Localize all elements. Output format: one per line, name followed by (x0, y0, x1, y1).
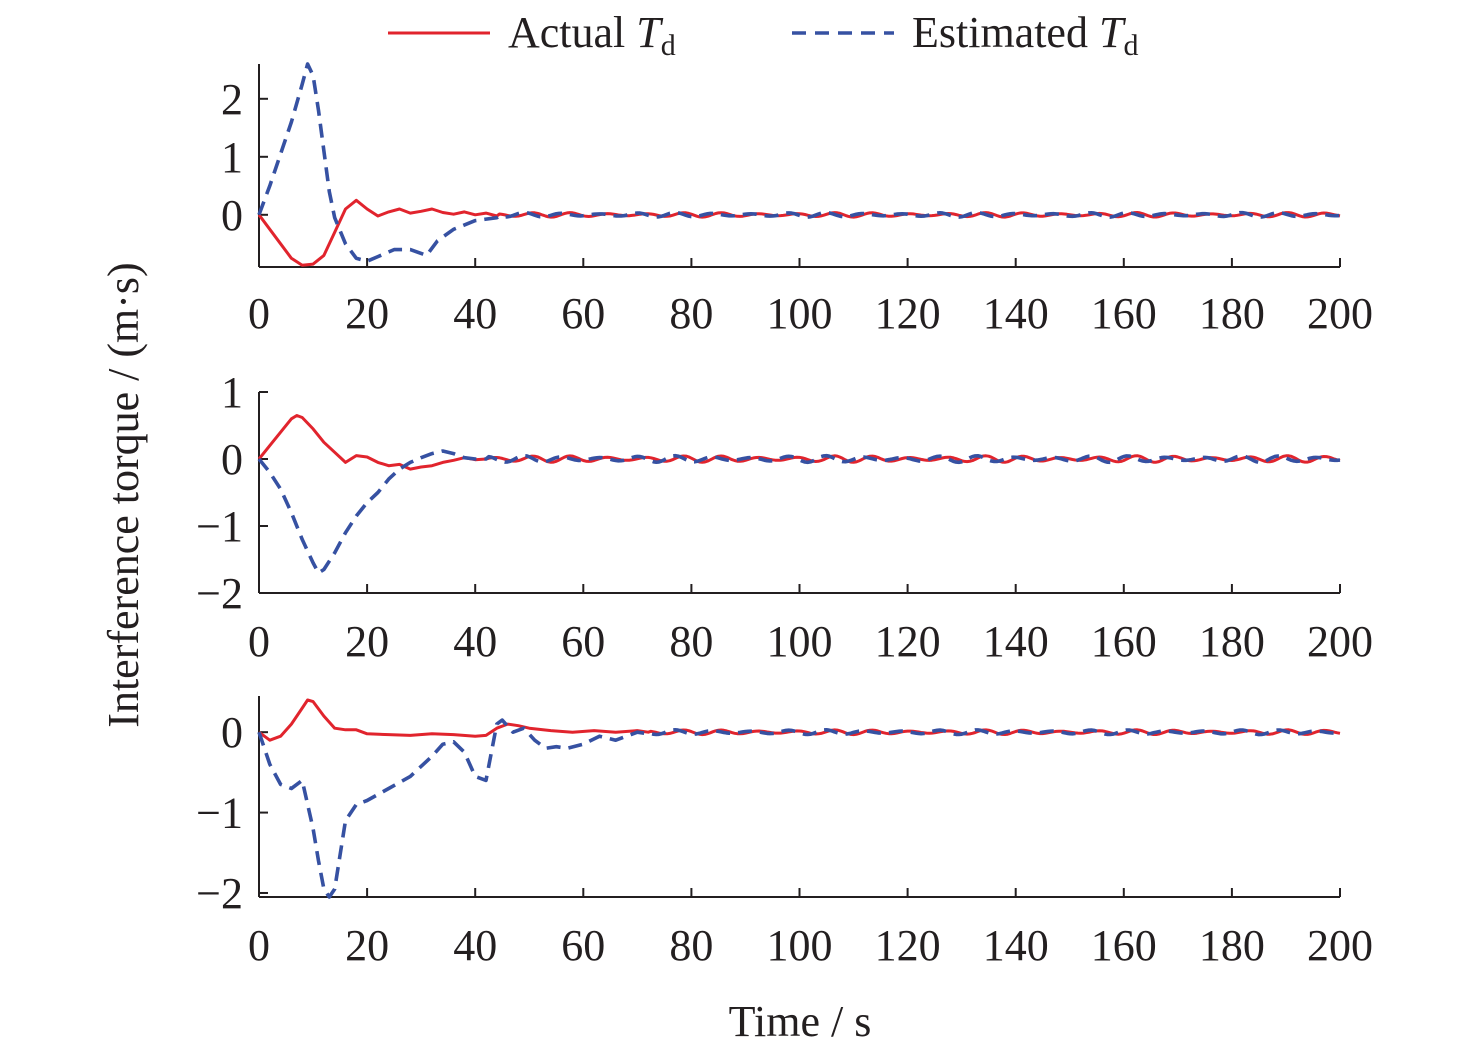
x-tick-label: 0 (248, 617, 270, 666)
x-tick-label: 0 (248, 289, 270, 338)
y-tick-label: 1 (221, 368, 243, 417)
x-tick-label: 120 (875, 617, 941, 666)
panel-2: 0 20 40 60 80 100 120 140 160 180 200 1 0 −1 −2 (196, 368, 1373, 666)
x-tick-label: 20 (345, 289, 389, 338)
series-actual-line (257, 414, 1341, 471)
y-tick-label: 0 (221, 708, 243, 757)
x-tick-label: 100 (767, 617, 833, 666)
x-tick-label: 180 (1199, 921, 1265, 970)
x-tick-label: 20 (345, 617, 389, 666)
panel-1: 0 20 40 60 80 100 120 140 160 180 200 2 1 0 (221, 62, 1373, 338)
x-tick-label: 80 (669, 921, 713, 970)
x-tick-label: 60 (561, 289, 605, 338)
x-tick-label: 200 (1307, 289, 1373, 338)
x-tick-label: 180 (1199, 289, 1265, 338)
y-tick-label: 1 (221, 133, 243, 182)
x-tick-label: 80 (669, 289, 713, 338)
y-tick-label: −1 (196, 502, 243, 551)
y-axis-title: Interference torque / (m·s) (99, 262, 148, 727)
x-tick-label: 200 (1307, 617, 1373, 666)
series-estimated-line (257, 718, 1341, 899)
x-tick-label: 200 (1307, 921, 1373, 970)
panel-3: 0 20 40 60 80 100 120 140 160 180 200 0 −1 −2 (196, 696, 1373, 970)
y-tick-label: 0 (221, 435, 243, 484)
y-tick-label: −2 (196, 569, 243, 618)
x-tick-label: 120 (875, 289, 941, 338)
x-tick-label: 140 (983, 921, 1049, 970)
x-tick-label: 40 (453, 289, 497, 338)
x-tick-label: 160 (1091, 921, 1157, 970)
x-tick-label: 160 (1091, 289, 1157, 338)
legend-label-actual: Actual Td (508, 8, 676, 62)
series-estimated-line (257, 449, 1341, 575)
x-tick-label: 60 (561, 921, 605, 970)
x-tick-label: 0 (248, 921, 270, 970)
y-tick-label: −2 (196, 869, 243, 918)
y-tick-label: −1 (196, 789, 243, 838)
x-tick-label: 80 (669, 617, 713, 666)
x-axis-title: Time / s (729, 997, 872, 1046)
x-tick-label: 100 (767, 289, 833, 338)
y-tick-label: 0 (221, 191, 243, 240)
x-tick-label: 100 (767, 921, 833, 970)
legend-label-estimated: Estimated Td (912, 8, 1138, 62)
x-tick-label: 140 (983, 289, 1049, 338)
series-estimated-line (257, 62, 1341, 263)
x-tick-label: 160 (1091, 617, 1157, 666)
x-tick-label: 40 (453, 617, 497, 666)
series-actual-line (257, 198, 1341, 267)
y-tick-label: 2 (221, 75, 243, 124)
x-tick-label: 140 (983, 617, 1049, 666)
legend: Actual Td Estimated Td (388, 8, 1138, 62)
x-tick-label: 180 (1199, 617, 1265, 666)
x-tick-label: 120 (875, 921, 941, 970)
x-tick-label: 40 (453, 921, 497, 970)
series-actual-line (258, 698, 1341, 742)
x-tick-label: 60 (561, 617, 605, 666)
x-tick-label: 20 (345, 921, 389, 970)
